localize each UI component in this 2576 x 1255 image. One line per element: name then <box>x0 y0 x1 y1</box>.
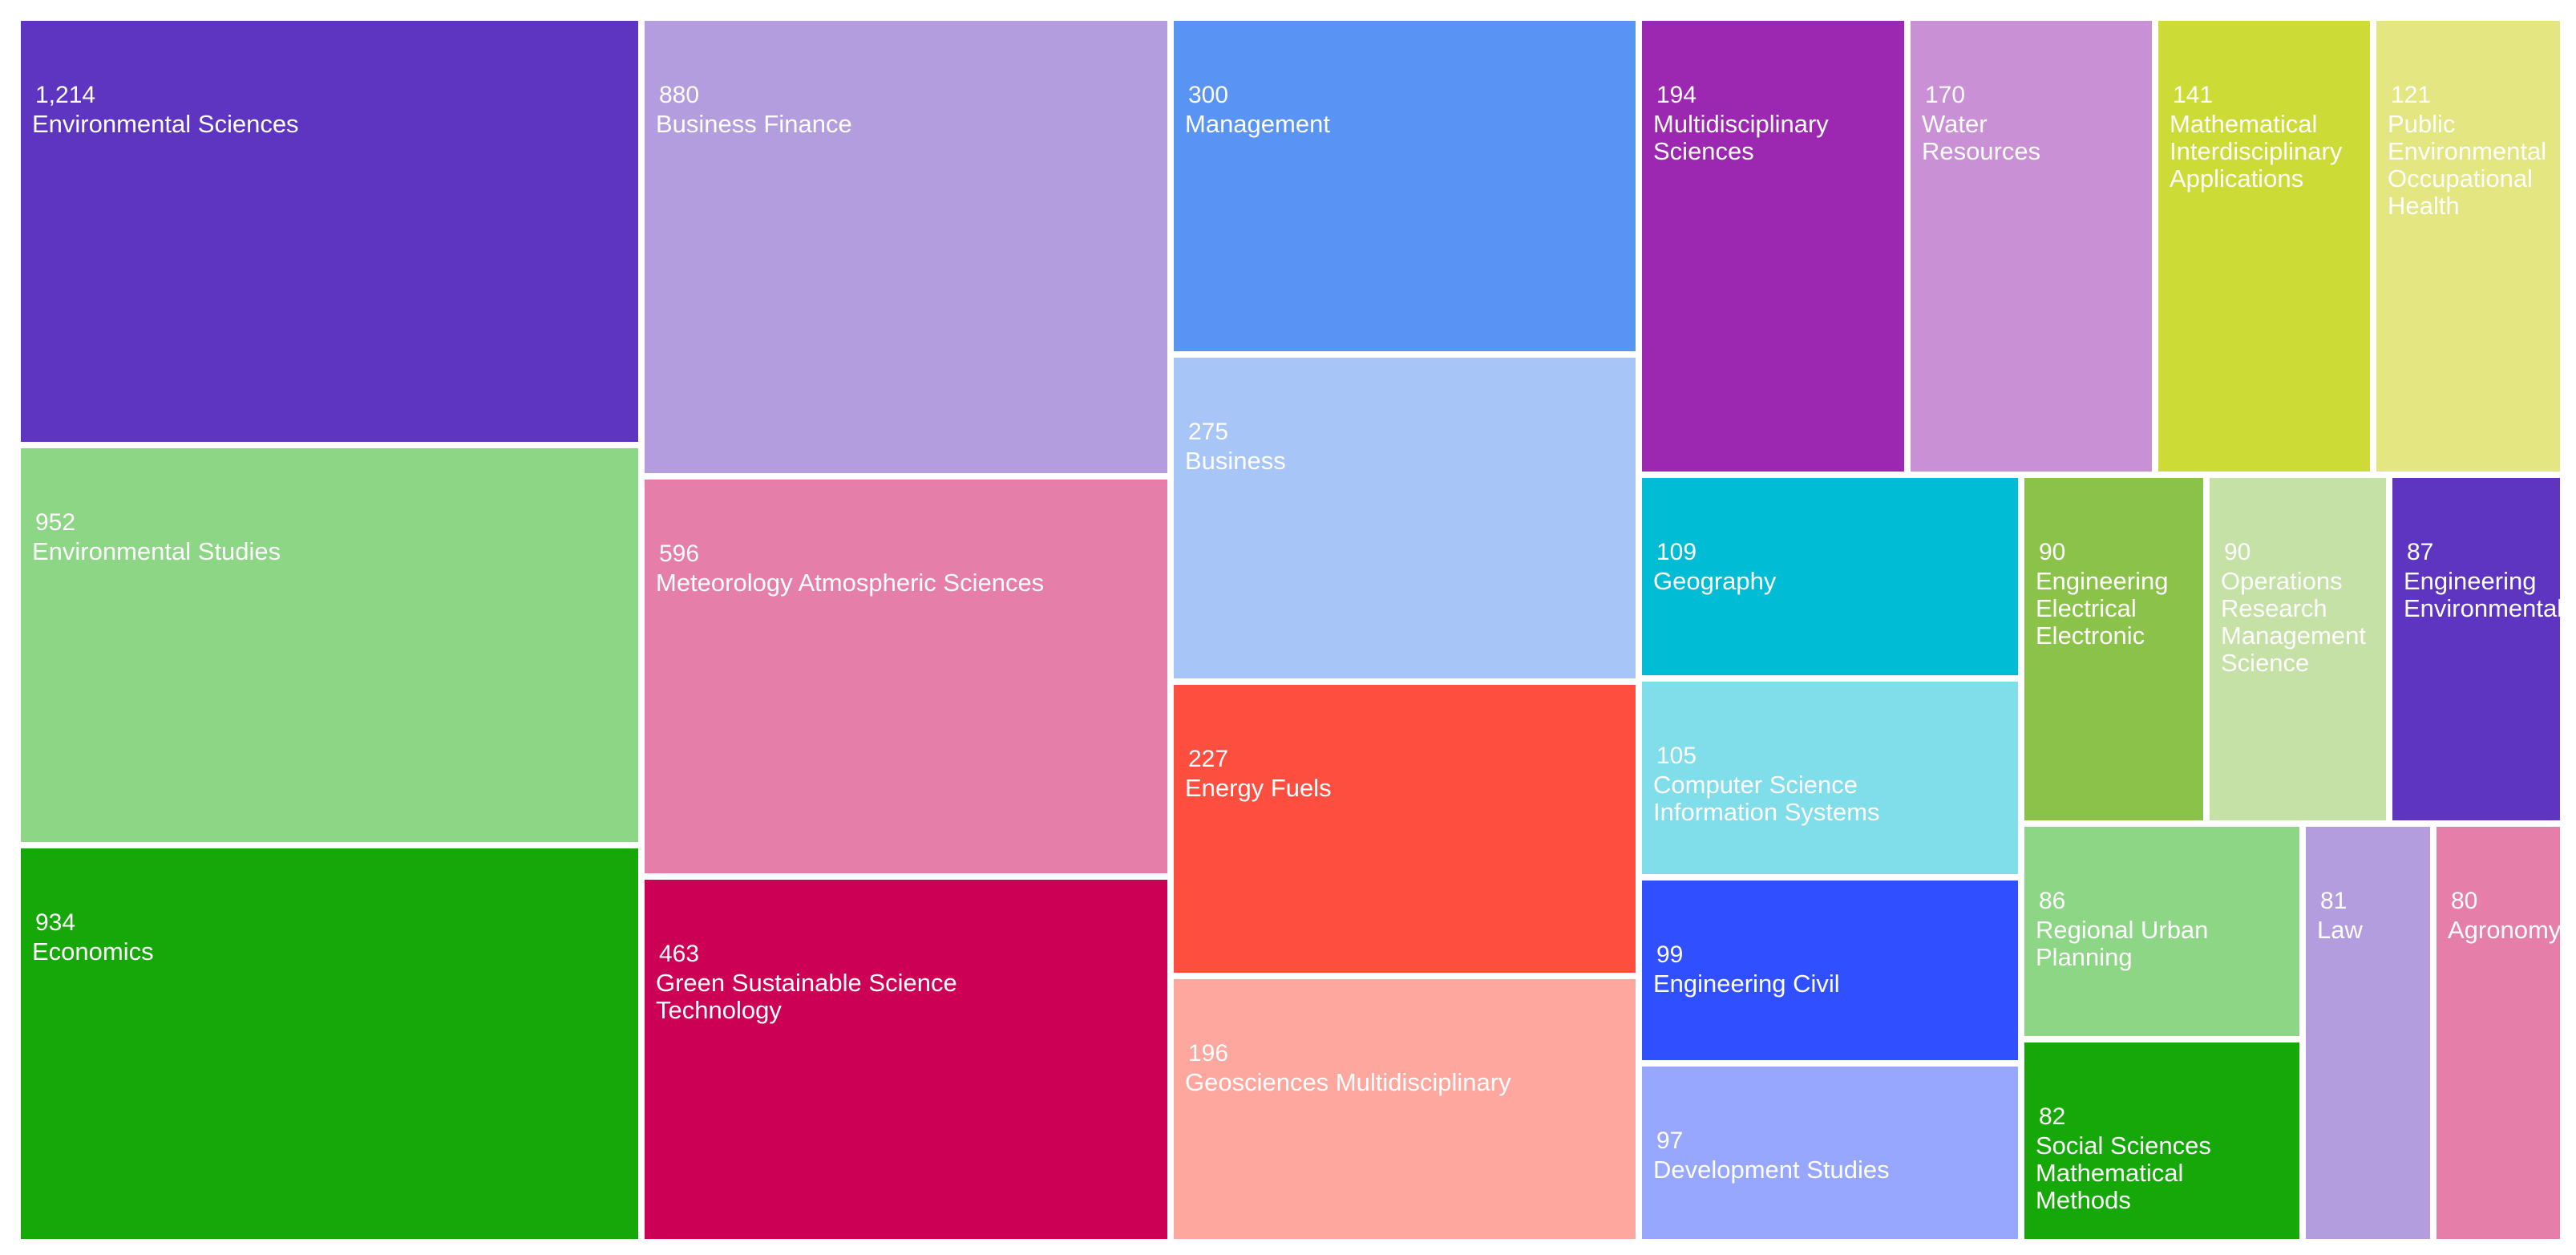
cell-value-label: 81 <box>2320 888 2348 914</box>
cell-category-label: Agronomy <box>2448 916 2560 944</box>
cell-value-label: 934 <box>35 909 76 936</box>
treemap-cell: 105 Computer Science Information Systems <box>1642 682 2018 874</box>
cell-category-label: Social Sciences Mathematical Methods <box>2036 1132 2211 1214</box>
cell-value-label: 80 <box>2451 888 2478 914</box>
treemap-cell: 87 Engineering Environmental <box>2392 478 2560 820</box>
treemap-cell: 109 Geography <box>1642 478 2018 675</box>
cell-category-label: Economics <box>32 937 154 966</box>
cell-category-label: Multidisciplinary Sciences <box>1653 110 1829 165</box>
treemap-cell: 86 Regional Urban Planning <box>2024 827 2299 1036</box>
cell-value-label: 90 <box>2039 539 2066 565</box>
cell-value-label: 196 <box>1188 1040 1229 1067</box>
cell-category-label: Geosciences Multidisciplinary <box>1185 1068 1511 1096</box>
treemap-cell: 934 Economics <box>21 848 638 1239</box>
cell-category-label: Environmental Studies <box>32 537 281 565</box>
cell-category-label: Geography <box>1653 567 1777 595</box>
treemap-cell: 121 Public Environmental Occupational Hea… <box>2376 21 2560 472</box>
cell-value-label: 82 <box>2039 1103 2066 1130</box>
treemap-cell: 99 Engineering Civil <box>1642 881 2018 1060</box>
cell-category-label: Environmental Sciences <box>32 110 299 138</box>
cell-value-label: 275 <box>1188 419 1229 445</box>
treemap-cell: 81 Law <box>2306 827 2430 1239</box>
cell-value-label: 880 <box>659 82 700 108</box>
cell-value-label: 121 <box>2391 82 2432 108</box>
treemap-cell: 275 Business <box>1174 358 1636 678</box>
treemap-cell: 463 Green Sustainable Science Technology <box>645 880 1167 1239</box>
cell-value-label: 596 <box>659 540 700 567</box>
treemap-cell: 196 Geosciences Multidisciplinary <box>1174 979 1636 1239</box>
cell-category-label: Mathematical Interdisciplinary Applicati… <box>2170 110 2343 192</box>
cell-value-label: 99 <box>1656 941 1684 968</box>
cell-value-label: 300 <box>1188 82 1229 108</box>
cell-category-label: Water Resources <box>1922 110 2041 165</box>
cell-value-label: 109 <box>1656 539 1697 565</box>
cell-category-label: Operations Research Management Science <box>2221 567 2366 677</box>
treemap-cell: 170 Water Resources <box>1911 21 2152 472</box>
cell-value-label: 87 <box>2407 539 2434 565</box>
cell-category-label: Management <box>1185 110 1330 138</box>
cell-value-label: 1,214 <box>35 82 96 108</box>
cell-category-label: Engineering Electrical Electronic <box>2036 567 2169 650</box>
cell-category-label: Computer Science Information Systems <box>1653 771 1880 826</box>
cell-value-label: 170 <box>1925 82 1966 108</box>
cell-value-label: 90 <box>2224 539 2251 565</box>
treemap-cell: 300 Management <box>1174 21 1636 351</box>
cell-value-label: 105 <box>1656 743 1697 769</box>
cell-value-label: 952 <box>35 509 76 536</box>
treemap-cell: 90 Engineering Electrical Electronic <box>2024 478 2203 820</box>
cell-value-label: 141 <box>2173 82 2214 108</box>
treemap-cell: 82 Social Sciences Mathematical Methods <box>2024 1042 2299 1239</box>
cell-value-label: 227 <box>1188 746 1229 772</box>
cell-value-label: 463 <box>659 941 700 967</box>
cell-category-label: Business <box>1185 447 1286 475</box>
cell-category-label: Energy Fuels <box>1185 774 1332 802</box>
treemap-cell: 90 Operations Research Management Science <box>2210 478 2386 820</box>
treemap-cell: 880 Business Finance <box>645 21 1167 473</box>
cell-category-label: Regional Urban Planning <box>2036 916 2209 971</box>
cell-category-label: Business Finance <box>656 110 852 138</box>
cell-value-label: 86 <box>2039 888 2066 914</box>
treemap-cell: 1,214 Environmental Sciences <box>21 21 638 442</box>
cell-category-label: Law <box>2317 916 2363 944</box>
cell-category-label: Public Environmental Occupational Health <box>2388 110 2547 220</box>
cell-value-label: 194 <box>1656 82 1697 108</box>
cell-category-label: Meteorology Atmospheric Sciences <box>656 569 1045 597</box>
cell-category-label: Development Studies <box>1653 1156 1890 1184</box>
treemap-cell: 227 Energy Fuels <box>1174 685 1636 973</box>
treemap-cell: 97 Development Studies <box>1642 1067 2018 1239</box>
treemap-cell: 596 Meteorology Atmospheric Sciences <box>645 480 1167 873</box>
cell-category-label: Engineering Environmental <box>2404 567 2560 622</box>
treemap-cell: 952 Environmental Studies <box>21 448 638 842</box>
treemap-cell: 141 Mathematical Interdisciplinary Applic… <box>2158 21 2370 472</box>
treemap-cell: 194 Multidisciplinary Sciences <box>1642 21 1904 472</box>
cell-category-label: Green Sustainable Science Technology <box>656 969 957 1024</box>
cell-category-label: Engineering Civil <box>1653 970 1840 998</box>
treemap-cell: 80 Agronomy <box>2436 827 2560 1239</box>
cell-value-label: 97 <box>1656 1127 1684 1154</box>
